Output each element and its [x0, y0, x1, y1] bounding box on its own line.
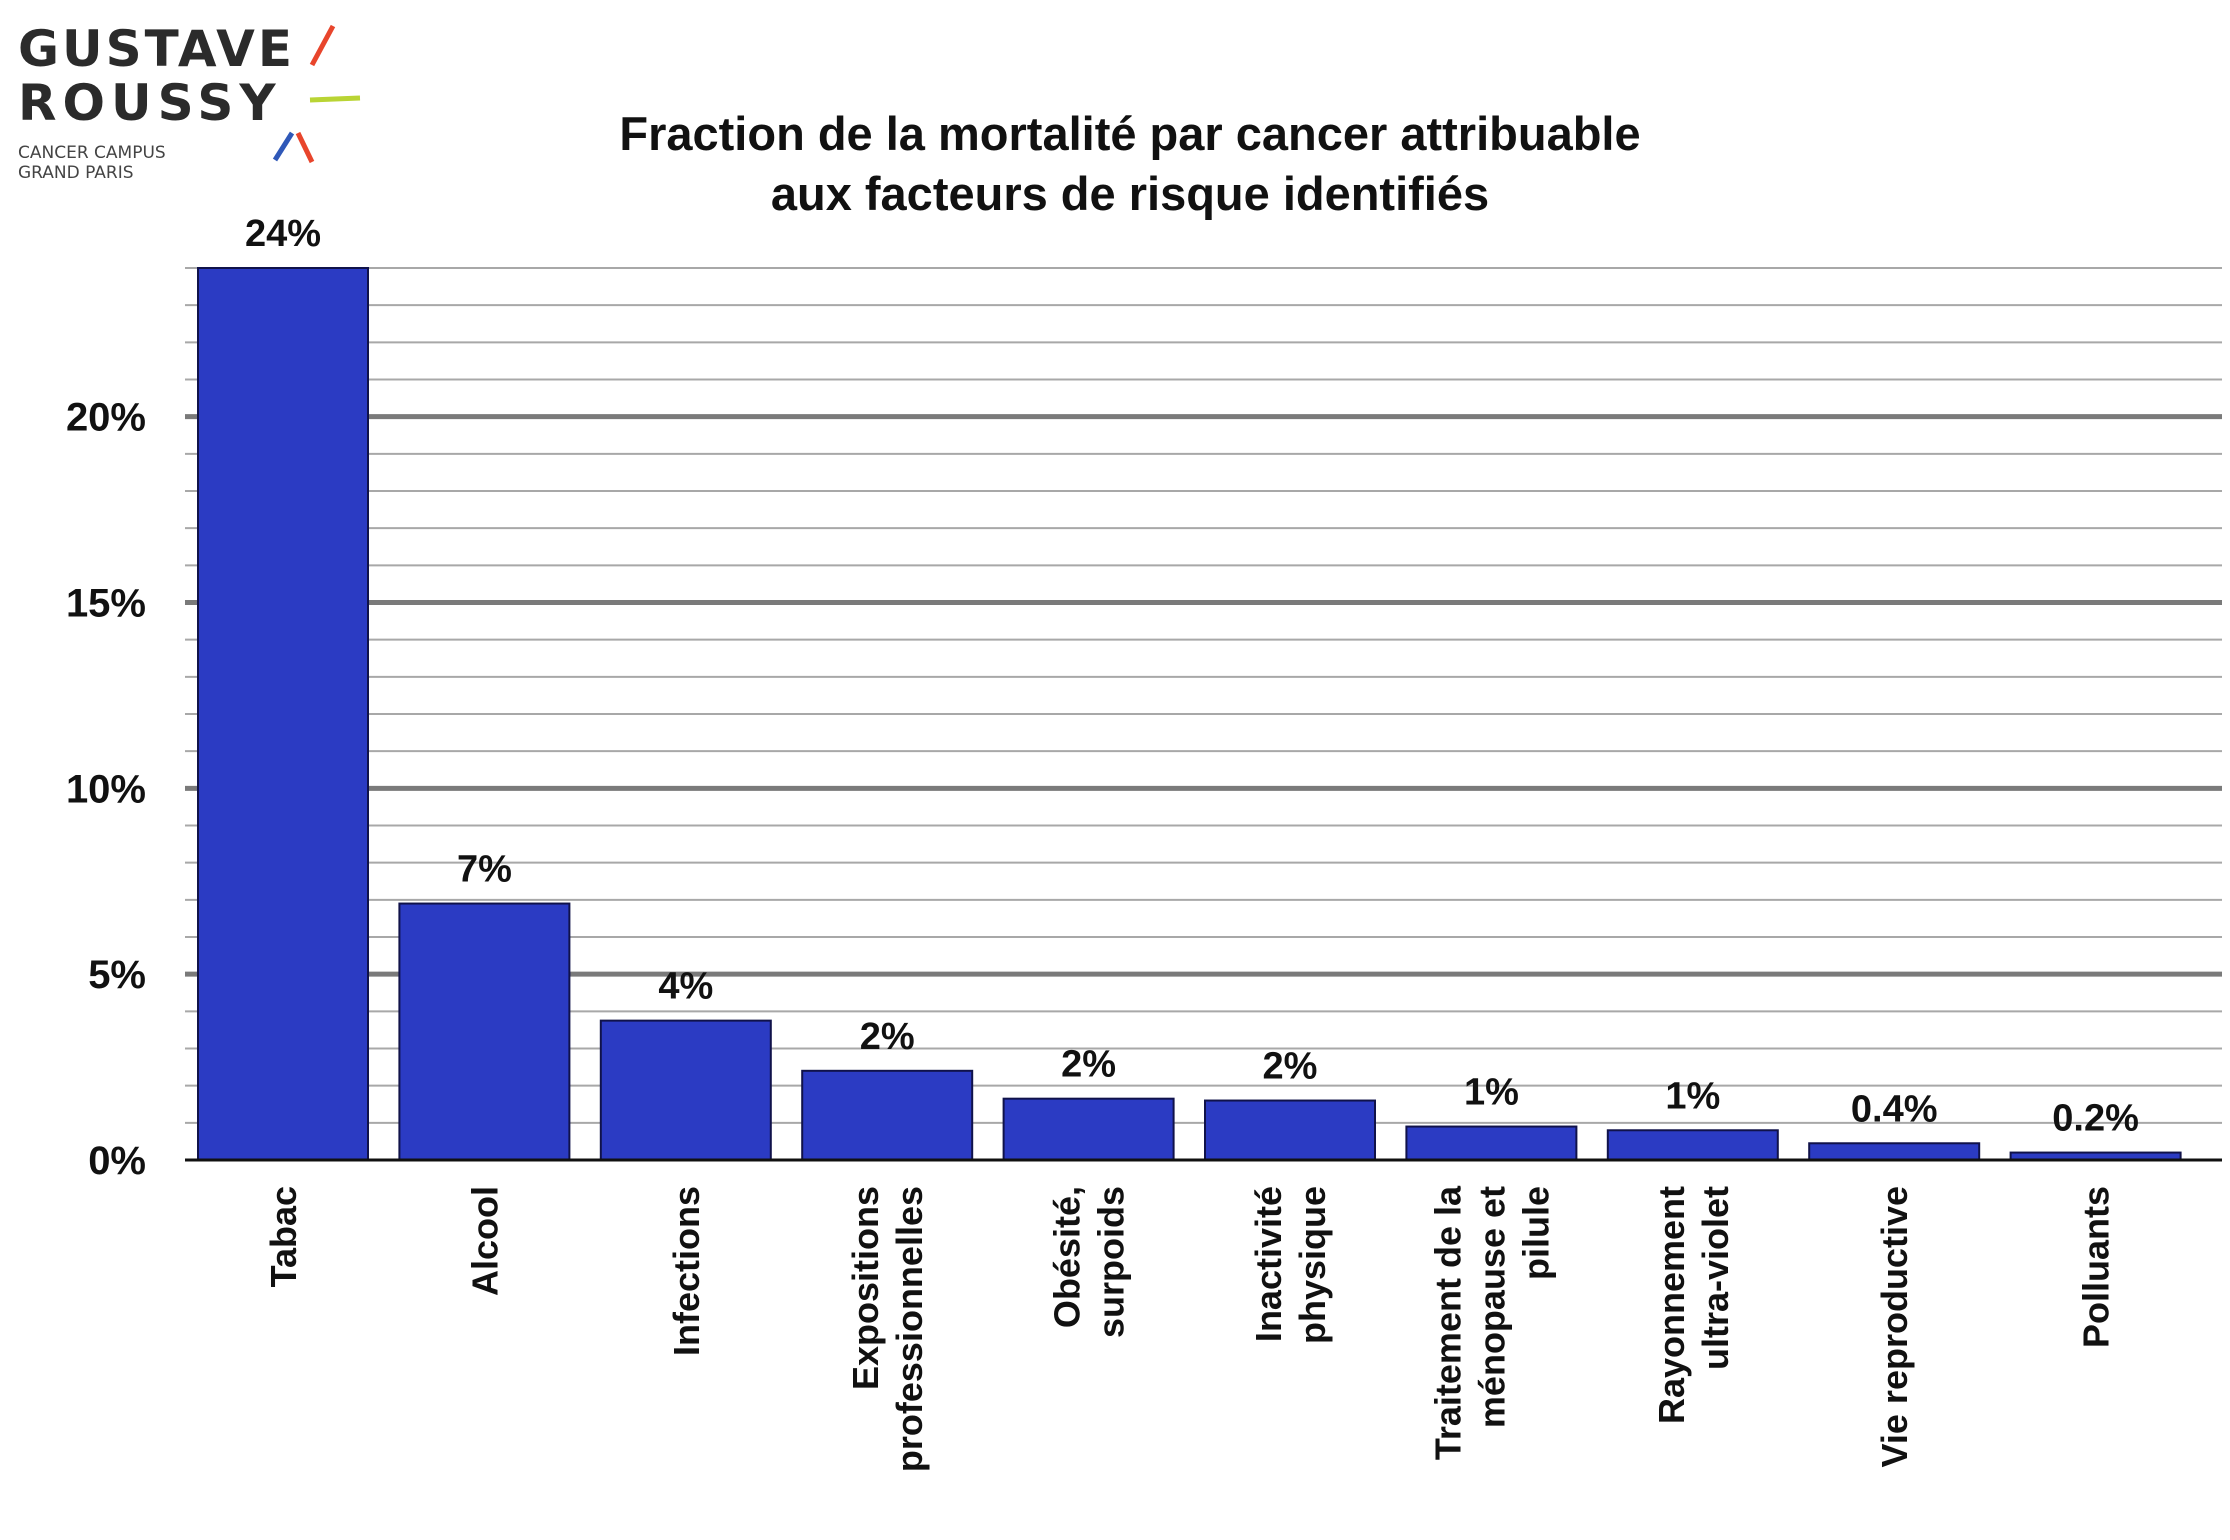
- chart-title-line-2: aux facteurs de risque identifiés: [771, 167, 1489, 220]
- bar: [599, 1019, 772, 1161]
- category-label-line: Tabac: [263, 1186, 304, 1287]
- category-label-line: physique: [1292, 1186, 1333, 1344]
- logo-line-3: CANCER CAMPUS: [18, 143, 166, 163]
- category-label-line: professionnelles: [889, 1186, 930, 1472]
- category-label: Expositions professionnelles: [845, 1186, 930, 1472]
- category-label-line: Rayonnement: [1651, 1186, 1692, 1424]
- category-label: Traitement de la ménopause et pilule: [1427, 1185, 1556, 1460]
- category-label-line: Inactivité: [1248, 1186, 1289, 1342]
- category-label-line: ultra-violet: [1695, 1186, 1736, 1370]
- bars: [197, 267, 2182, 1162]
- logo-slash-red: [309, 24, 336, 67]
- bar: [398, 902, 571, 1161]
- category-label: Tabac: [263, 1186, 304, 1287]
- category-label-line: ménopause et: [1471, 1186, 1512, 1428]
- logo-dash-lime: [309, 95, 361, 103]
- bar-value-label: 2%: [860, 1016, 915, 1058]
- y-tick-label: 5%: [88, 953, 146, 997]
- logo-line-2: ROUSSY: [18, 74, 282, 132]
- bar: [1204, 1099, 1376, 1161]
- chart-title-line-1: Fraction de la mortalité par cancer attr…: [619, 107, 1640, 160]
- category-label-line: surpoids: [1091, 1186, 1132, 1338]
- category-label-line: Traitement de la: [1427, 1185, 1468, 1460]
- category-label-line: Expositions: [845, 1186, 886, 1390]
- logo-slash-red-2: [295, 131, 315, 164]
- category-label: Infections: [666, 1186, 707, 1356]
- bar: [1002, 1097, 1175, 1162]
- y-tick-label: 10%: [66, 767, 146, 811]
- gustave-roussy-logo: GUSTAVE ROUSSY CANCER CAMPUS GRAND PARIS: [18, 20, 361, 183]
- logo-line-1: GUSTAVE: [18, 20, 295, 78]
- bar-value-label: 0.2%: [2052, 1098, 2139, 1140]
- bar-value-label: 1%: [1464, 1072, 1519, 1114]
- bar-value-label: 0.4%: [1851, 1088, 1938, 1130]
- y-tick-label: 20%: [66, 396, 146, 440]
- category-label-line: pilule: [1515, 1186, 1556, 1280]
- bar: [1606, 1129, 1779, 1162]
- bar-value-label: 7%: [457, 849, 512, 891]
- category-label: Obésité, surpoids: [1047, 1186, 1132, 1338]
- bar-value-label: 24%: [245, 213, 321, 255]
- category-label-line: Alcool: [464, 1186, 505, 1296]
- y-axis-ticks: 0% 5% 10% 15% 20%: [66, 396, 146, 1183]
- logo-line-4: GRAND PARIS: [18, 163, 134, 183]
- category-label-line: Vie reproductive: [1874, 1186, 1915, 1467]
- bar-value-label: 2%: [1263, 1046, 1318, 1088]
- category-label-line: Infections: [666, 1186, 707, 1356]
- category-label: Vie reproductive: [1874, 1186, 1915, 1467]
- category-label-line: Polluants: [2076, 1186, 2117, 1348]
- value-labels: 24% 7% 4% 2% 2% 2% 1% 1% 0.4% 0.2%: [245, 213, 2139, 1140]
- category-label: Inactivité physique: [1248, 1186, 1333, 1344]
- bar: [801, 1069, 974, 1162]
- category-label: Alcool: [464, 1186, 505, 1296]
- y-tick-label: 15%: [66, 582, 146, 626]
- category-labels: Tabac Alcool Infections Expositions professi…: [263, 1185, 2117, 1472]
- y-tick-label: 0%: [88, 1139, 146, 1183]
- bar: [1405, 1125, 1578, 1162]
- bar-value-label: 2%: [1061, 1044, 1116, 1086]
- category-label-line: Obésité,: [1047, 1186, 1088, 1328]
- bar: [1808, 1142, 1981, 1162]
- bar-value-label: 4%: [658, 966, 713, 1008]
- logo-slash-blue: [272, 131, 295, 162]
- bar-value-label: 1%: [1665, 1075, 1720, 1117]
- category-label: Polluants: [2076, 1186, 2117, 1348]
- category-label: Rayonnement ultra-violet: [1651, 1186, 1736, 1424]
- bar: [197, 267, 369, 1161]
